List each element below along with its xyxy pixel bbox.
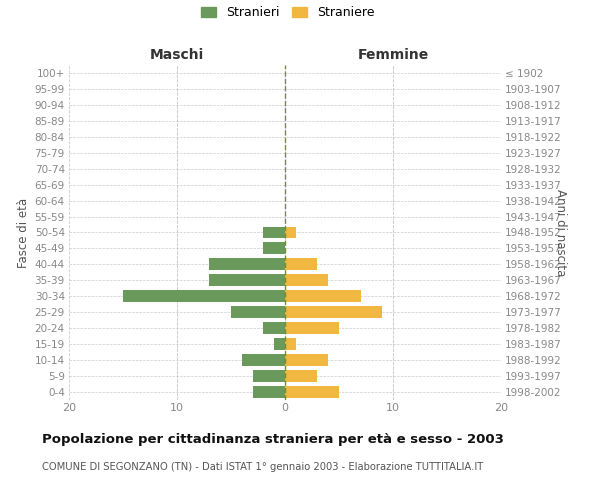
Bar: [253, 370, 285, 382]
Bar: [285, 322, 339, 334]
Bar: [123, 290, 285, 302]
Bar: [253, 386, 285, 398]
Bar: [285, 226, 296, 238]
Bar: [285, 290, 361, 302]
Bar: [209, 274, 285, 286]
Y-axis label: Fasce di età: Fasce di età: [17, 198, 31, 268]
Bar: [285, 370, 317, 382]
Bar: [285, 338, 296, 350]
Bar: [285, 274, 328, 286]
Bar: [263, 242, 285, 254]
Text: COMUNE DI SEGONZANO (TN) - Dati ISTAT 1° gennaio 2003 - Elaborazione TUTTITALIA.: COMUNE DI SEGONZANO (TN) - Dati ISTAT 1°…: [42, 462, 483, 472]
Text: Maschi: Maschi: [150, 48, 204, 62]
Y-axis label: Anni di nascita: Anni di nascita: [554, 189, 568, 276]
Text: Femmine: Femmine: [358, 48, 428, 62]
Bar: [274, 338, 285, 350]
Bar: [285, 354, 328, 366]
Bar: [285, 258, 317, 270]
Bar: [209, 258, 285, 270]
Bar: [285, 306, 382, 318]
Legend: Stranieri, Straniere: Stranieri, Straniere: [201, 6, 375, 19]
Bar: [263, 226, 285, 238]
Bar: [231, 306, 285, 318]
Bar: [285, 386, 339, 398]
Bar: [242, 354, 285, 366]
Text: Popolazione per cittadinanza straniera per età e sesso - 2003: Popolazione per cittadinanza straniera p…: [42, 432, 504, 446]
Bar: [263, 322, 285, 334]
